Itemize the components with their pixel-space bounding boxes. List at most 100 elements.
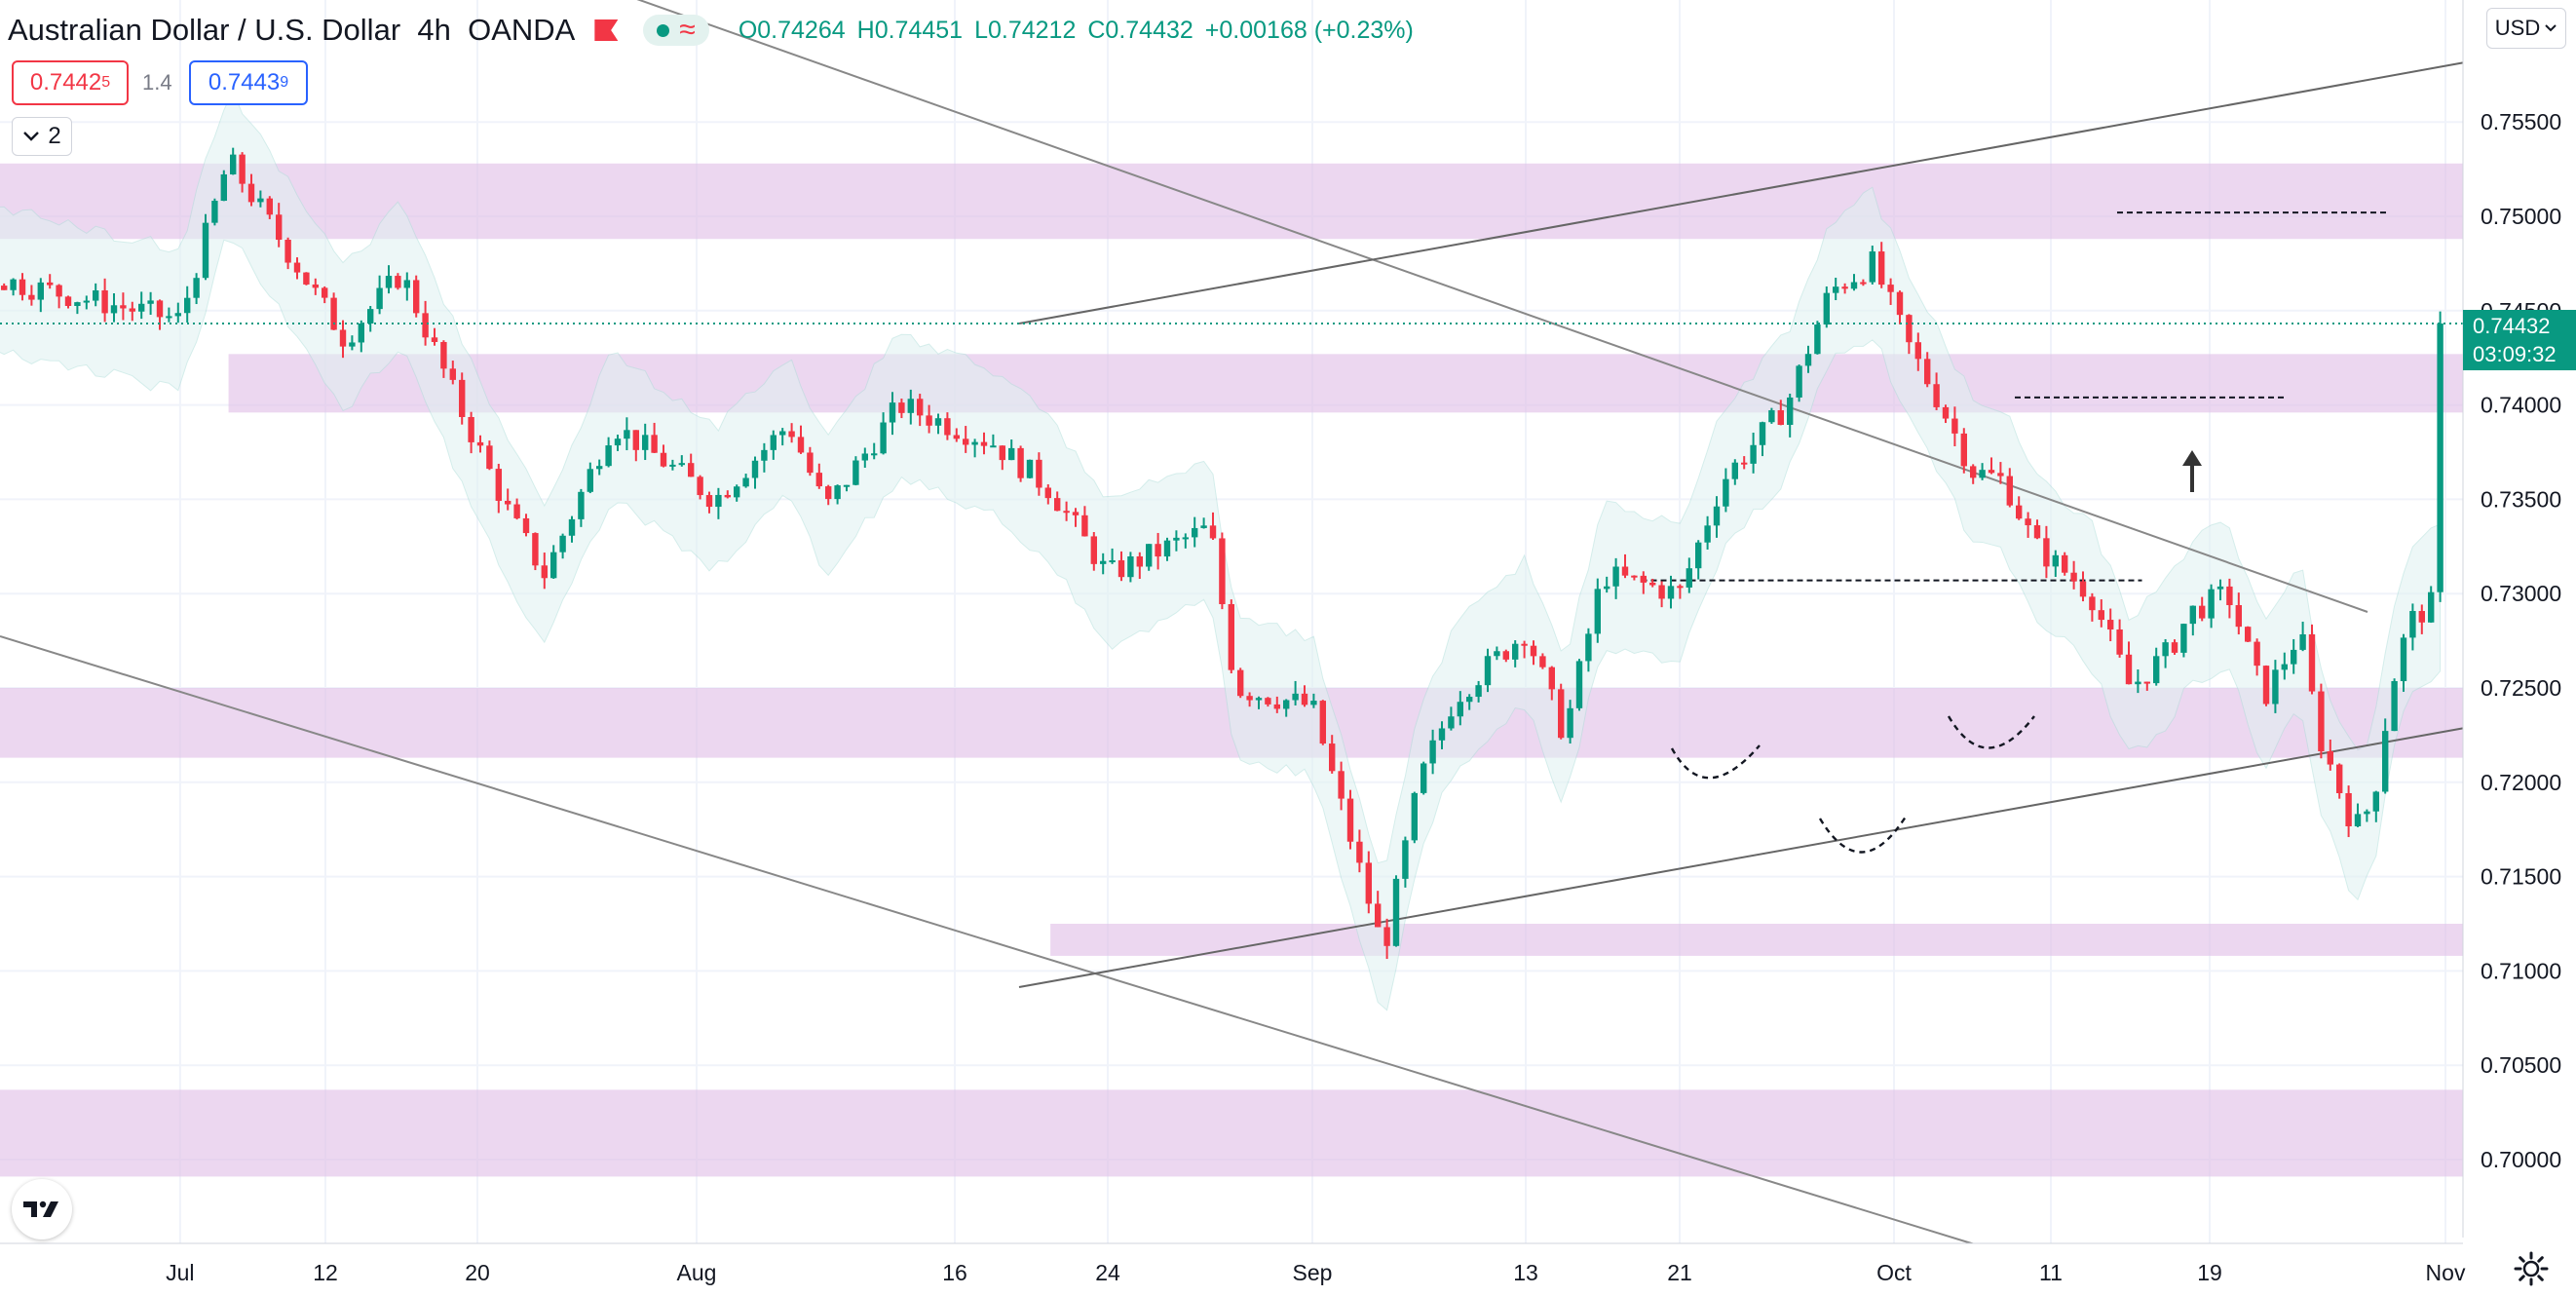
sell-button[interactable]: 0.7442 5 [12, 60, 129, 105]
candle-body [395, 276, 401, 288]
candle-body [83, 300, 90, 303]
candle-body [2107, 620, 2114, 629]
candle-body [705, 495, 713, 508]
candle-body [1640, 575, 1647, 583]
candle-body [807, 452, 814, 474]
candle-body [1346, 798, 1354, 842]
candle-body [56, 285, 62, 297]
candle-body [339, 329, 347, 347]
candle-body [276, 214, 283, 241]
candle-body [1677, 586, 1684, 589]
curve-right-shoulder [1947, 715, 2035, 749]
price-tick-label: 0.75000 [2481, 204, 2561, 229]
candle-body [1841, 286, 1848, 289]
candle-body [1988, 470, 1995, 474]
candle-body [376, 287, 383, 310]
candle-body [1713, 506, 1721, 526]
time-tick-label: Aug [677, 1260, 717, 1285]
price-axis[interactable]: 0.755000.750000.745000.740000.735000.730… [2462, 0, 2576, 1238]
candle-body [1484, 656, 1492, 686]
candle-body [2345, 792, 2352, 826]
candle-body [1319, 701, 1326, 744]
buy-button[interactable]: 0.7443 9 [189, 60, 308, 105]
symbol-title[interactable]: Australian Dollar / U.S. Dollar 4h OANDA [8, 13, 576, 47]
candle-body [1192, 527, 1198, 538]
price-tick-label: 0.71500 [2481, 864, 2561, 890]
candle-body [266, 198, 273, 215]
candle-body [1310, 701, 1317, 705]
collapse-indicators-button[interactable]: 2 [12, 117, 72, 156]
candle-body [184, 297, 191, 314]
candle-body [2336, 764, 2343, 793]
candle-body [1869, 251, 1875, 283]
candle-body [2291, 649, 2297, 665]
candle-body [963, 438, 969, 445]
candle-body [74, 302, 81, 306]
candle-body [257, 198, 264, 203]
candle-body [2308, 633, 2316, 692]
candle-body [1814, 324, 1821, 355]
time-tick-label: 20 [465, 1260, 490, 1285]
candle-body [37, 282, 44, 300]
candle-body [642, 435, 649, 450]
candle-body [2025, 518, 2031, 526]
candle-body [1036, 459, 1042, 488]
candle-body [1090, 536, 1097, 564]
candle-body [2372, 791, 2379, 812]
candle-body [1356, 841, 1363, 863]
candle-body [1723, 478, 1729, 507]
candle-body [1182, 537, 1189, 540]
candle-body [917, 399, 924, 416]
candle-body [247, 183, 255, 203]
candle-body [1438, 728, 1446, 741]
candle-body [1063, 511, 1070, 514]
candle-body [2089, 596, 2096, 611]
candle-body [797, 437, 805, 453]
candle-body [2143, 681, 2150, 684]
tradingview-logo-icon[interactable] [12, 1179, 72, 1239]
candle-body [459, 379, 466, 417]
candle-body [1209, 525, 1217, 539]
candle-body [1924, 359, 1931, 385]
candle-body [1667, 586, 1675, 599]
time-tick-label: Oct [1876, 1260, 1912, 1285]
time-tick-label: 13 [1513, 1260, 1538, 1285]
flag-icon[interactable] [594, 19, 619, 41]
candle-body [1548, 667, 1555, 690]
candle-body [1265, 698, 1271, 705]
currency-select[interactable]: USD [2486, 8, 2566, 49]
market-status-pill[interactable]: ≈ [643, 15, 709, 46]
candle-body [1273, 704, 1280, 709]
candle-body [1695, 542, 1702, 569]
candle-body [2226, 586, 2233, 606]
candle-body [303, 272, 310, 285]
candle-body [596, 466, 603, 470]
candle-body [1494, 651, 1500, 657]
candle-body [1970, 466, 1977, 478]
candle-body [2327, 751, 2333, 765]
candle-body [1512, 643, 1519, 660]
candle-body [431, 337, 438, 342]
candle-body [724, 494, 731, 498]
currency-label: USD [2494, 16, 2541, 40]
candle-body [239, 154, 246, 184]
candle-body [632, 430, 639, 450]
time-axis[interactable]: 3Jul1220Aug1624Sep1321Oct1119Nov [0, 1242, 2466, 1296]
candle-body [1365, 862, 1372, 904]
candle-body [1960, 433, 1967, 467]
candle-body [2189, 605, 2196, 625]
gear-icon[interactable] [2512, 1249, 2551, 1288]
time-tick-label: 16 [942, 1260, 967, 1285]
candle-body [861, 453, 868, 461]
candle-body [541, 565, 548, 579]
candle-body [1127, 556, 1134, 578]
candle-body [1887, 285, 1894, 292]
candle-body [1237, 669, 1244, 697]
candle-body [1850, 282, 1858, 289]
candle-body [605, 445, 612, 467]
candle-body [495, 469, 502, 501]
candle-body [1704, 525, 1711, 543]
candle-body [1631, 575, 1638, 578]
